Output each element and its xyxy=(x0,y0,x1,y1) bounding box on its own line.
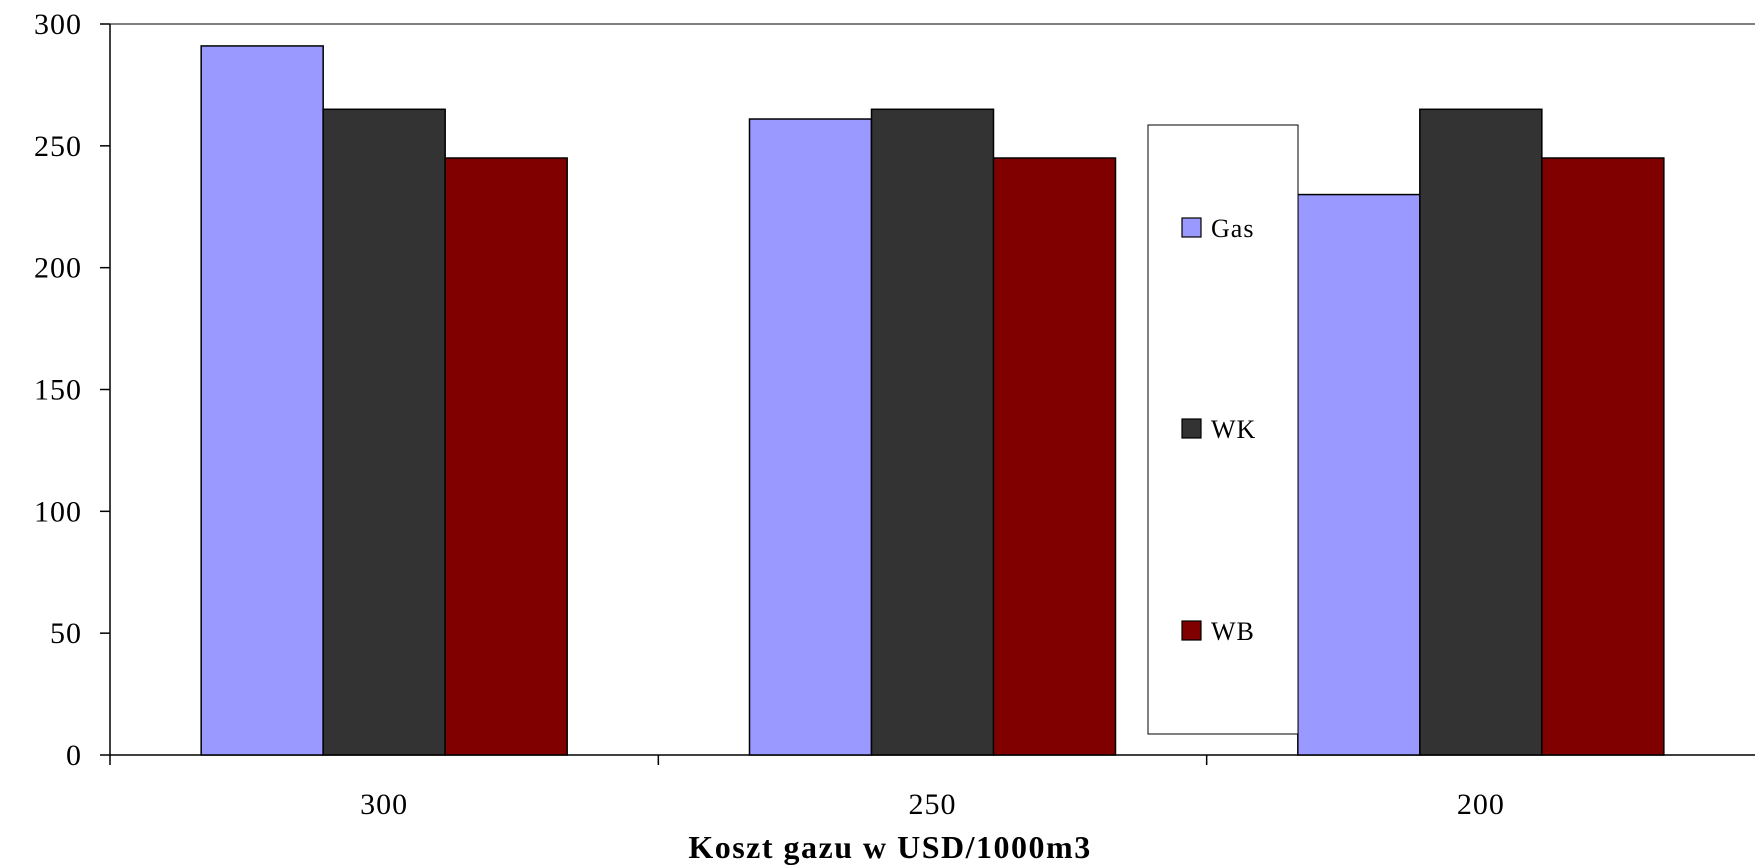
bar-gas-300 xyxy=(200,45,324,756)
x-tick-label: 300 xyxy=(360,788,408,821)
bar-wk-250 xyxy=(870,108,995,756)
bars xyxy=(200,45,1665,756)
x-axis-label: Koszt gazu w USD/1000m3 xyxy=(688,829,1091,865)
bar-wk-200 xyxy=(1419,108,1543,756)
y-tick-label: 100 xyxy=(34,495,82,528)
y-tick-label: 150 xyxy=(34,374,82,407)
legend-swatch-wk xyxy=(1181,418,1202,439)
y-tick-label: 50 xyxy=(50,617,82,650)
legend-swatch-wb xyxy=(1181,620,1202,641)
bar-gas-250 xyxy=(748,118,873,756)
y-tick-label: 200 xyxy=(34,252,82,285)
y-tick-label: 300 xyxy=(34,8,82,41)
x-tick-label: 200 xyxy=(1457,788,1505,821)
y-tick-label: 0 xyxy=(66,739,82,772)
bar-wb-250 xyxy=(992,157,1117,756)
bar-wk-300 xyxy=(322,108,446,756)
x-ticks: 300 250 200 xyxy=(109,755,1505,821)
legend-swatch-gas xyxy=(1181,217,1202,238)
legend-label-wb: WB xyxy=(1211,617,1255,646)
bar-wb-300 xyxy=(444,157,568,756)
x-tick-label: 250 xyxy=(909,788,957,821)
legend-box xyxy=(1147,124,1299,735)
legend: Gas WK WB xyxy=(1147,124,1299,735)
bar-gas-200 xyxy=(1297,193,1421,756)
legend-label-gas: Gas xyxy=(1211,214,1254,243)
y-tick-label: 250 xyxy=(34,130,82,163)
y-ticks: 0 50 100 150 200 250 300 xyxy=(34,8,110,772)
legend-label-wk: WK xyxy=(1211,415,1256,444)
bar-wb-200 xyxy=(1541,157,1665,756)
